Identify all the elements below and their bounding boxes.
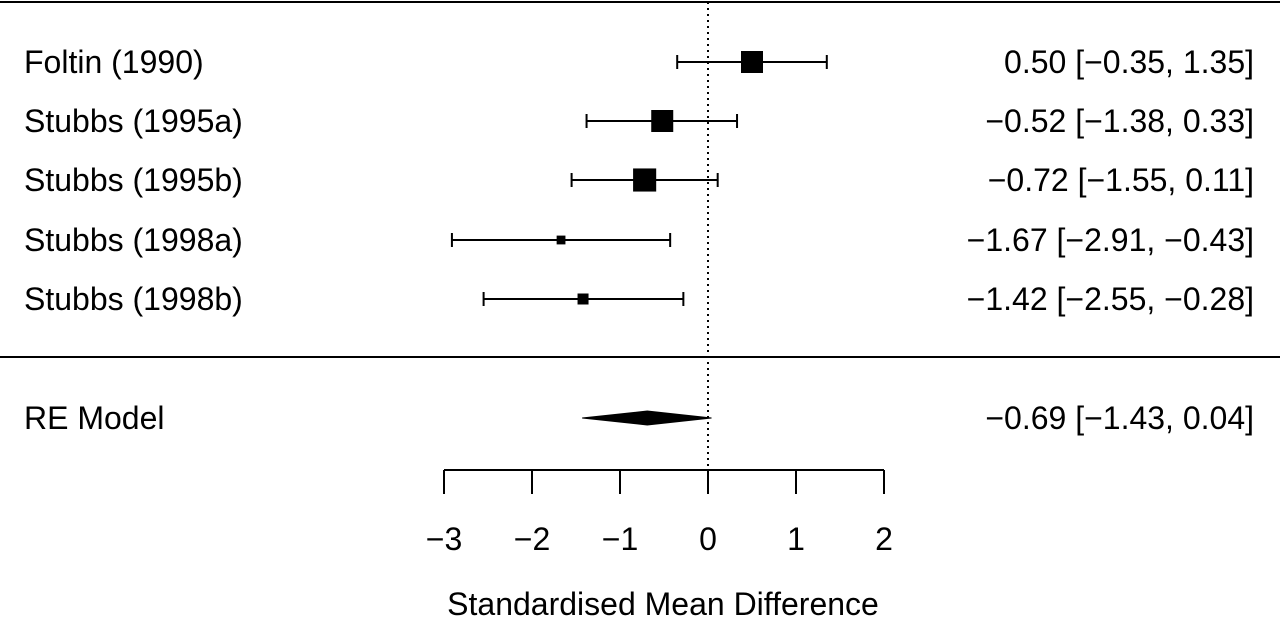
effect-size-marker [577,293,589,305]
study-label: Stubbs (1995a) [24,103,243,139]
x-tick-label: −1 [602,521,638,557]
x-tick-label: 1 [787,521,805,557]
summary-effect-text: −0.69 [−1.43, 0.04] [985,400,1254,436]
effect-size-marker [741,51,763,73]
study-row: Stubbs (1998a) −1.67 [−2.91, −0.43] [24,222,1254,258]
x-tick-label: 0 [699,521,717,557]
x-tick-label: −2 [514,521,550,557]
effect-size-marker [651,110,674,132]
study-row: Stubbs (1998b) −1.42 [−2.55, −0.28] [24,281,1254,317]
study-row: Stubbs (1995a) −0.52 [−1.38, 0.33] [24,103,1254,139]
study-row: Stubbs (1995b) −0.72 [−1.55, 0.11] [24,162,1254,198]
summary-row: RE Model −0.69 [−1.43, 0.04] [24,400,1254,436]
x-axis-label: Standardised Mean Difference [447,586,879,618]
effect-size-marker [556,235,566,245]
effect-size-text: 0.50 [−0.35, 1.35] [1004,44,1254,80]
effect-size-text: −1.67 [−2.91, −0.43] [967,222,1254,258]
summary-label: RE Model [24,400,165,436]
effect-size-text: −1.42 [−2.55, −0.28] [967,281,1254,317]
effect-size-text: −0.52 [−1.38, 0.33] [985,103,1254,139]
study-label: Stubbs (1995b) [24,162,243,198]
study-label: Stubbs (1998b) [24,281,243,317]
effect-size-marker [633,168,657,192]
study-rows: Foltin (1990) 0.50 [−0.35, 1.35] Stubbs (1… [24,44,1254,317]
study-label: Stubbs (1998a) [24,222,243,258]
study-label: Foltin (1990) [24,44,204,80]
x-tick-label: −3 [426,521,462,557]
summary-diamond [582,410,712,426]
x-tick-label: 2 [875,521,893,557]
study-row: Foltin (1990) 0.50 [−0.35, 1.35] [24,44,1254,80]
x-axis: −3 −2 −1 0 1 2 [426,469,893,557]
effect-size-text: −0.72 [−1.55, 0.11] [988,162,1254,198]
